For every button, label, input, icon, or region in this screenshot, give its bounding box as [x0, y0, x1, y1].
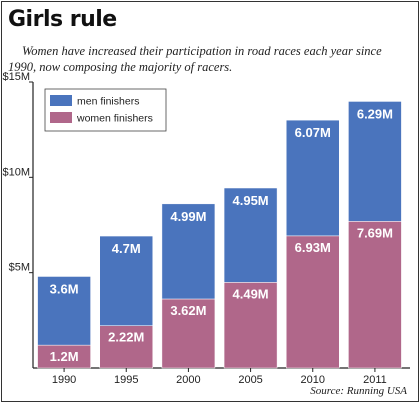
- data-label-men-2011: 6.29M: [357, 106, 393, 121]
- data-label-men-2000: 4.99M: [170, 209, 206, 224]
- bar-men-2011: [348, 101, 402, 222]
- bar-men-2005: [223, 187, 278, 283]
- bar-women-2005: [223, 282, 278, 369]
- data-label-women-1995: 2.22M: [108, 330, 144, 345]
- bar-women-2000: [161, 298, 216, 369]
- source-note: Source: Running USA: [310, 385, 407, 397]
- legend-label-men: men finishers: [77, 96, 139, 108]
- bar-women-1995: [99, 325, 153, 369]
- bar-men-2000: [161, 203, 216, 300]
- legend-label-women: women finishers: [76, 113, 153, 125]
- bar-men-2010: [286, 119, 340, 237]
- bar-women-2010: [286, 235, 340, 369]
- data-label-women-1990: 1.2M: [50, 349, 79, 364]
- y-tick-label-10: $10M: [2, 166, 30, 178]
- data-label-men-2010: 6.07M: [295, 125, 331, 140]
- legend-swatch-men: [50, 95, 72, 106]
- data-label-men-1995: 4.7M: [112, 241, 141, 256]
- x-tick-label-1995: 1995: [114, 374, 138, 386]
- x-tick-label-1990: 1990: [52, 374, 76, 386]
- x-tick-label-2000: 2000: [176, 374, 200, 386]
- x-tick-label-2005: 2005: [238, 374, 262, 386]
- y-tick-label-5: $5M: [9, 262, 30, 274]
- data-label-women-2000: 3.62M: [170, 303, 206, 318]
- chart-title: Girls rule: [8, 7, 117, 32]
- bar-men-1995: [99, 235, 153, 326]
- legend-swatch-women: [50, 112, 72, 123]
- data-label-women-2011: 7.69M: [357, 225, 393, 240]
- data-label-men-1990: 3.6M: [50, 281, 79, 296]
- x-tick-label-2010: 2010: [301, 374, 325, 386]
- data-label-women-2010: 6.93M: [295, 240, 331, 255]
- chart-subtitle: Women have increased their participation…: [8, 44, 382, 74]
- data-label-men-2005: 4.95M: [233, 193, 269, 208]
- y-tick-label-15: $15M: [2, 71, 30, 83]
- bar-women-2011: [348, 221, 402, 369]
- bar-men-1990: [37, 276, 91, 346]
- data-label-women-2005: 4.49M: [233, 286, 269, 301]
- x-tick-label-2011: 2011: [363, 374, 387, 386]
